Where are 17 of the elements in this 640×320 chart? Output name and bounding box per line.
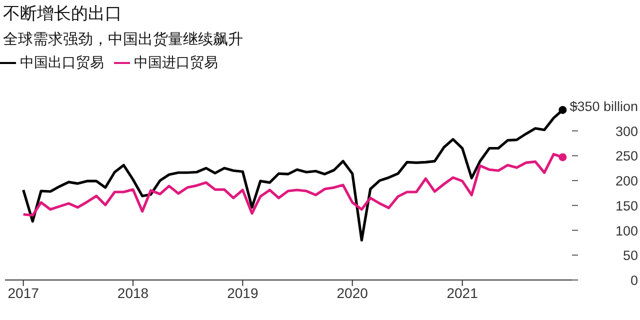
chart-title: 不断增长的出口 (3, 3, 122, 25)
chart-subtitle: 全球需求强劲，中国出货量继续飙升 (3, 30, 243, 49)
x-tick-label: 2019 (227, 284, 258, 301)
legend-label: 中国出口贸易 (20, 54, 104, 70)
y-tick-label: 0 (630, 273, 638, 288)
y-tick-label: 200 (615, 174, 638, 189)
x-tick-label: 2018 (117, 284, 149, 301)
y-tick-label: 50 (622, 248, 638, 264)
y-tick-label: 300 (615, 124, 638, 139)
legend-label: 中国进口贸易 (134, 54, 218, 70)
y-tick-label: 150 (615, 198, 638, 214)
x-tick-label: 2020 (336, 284, 368, 301)
y-tick-label: 250 (615, 148, 638, 164)
x-tick-label: 2021 (446, 284, 478, 301)
y-tick-label: $350 billion (570, 99, 638, 114)
x-tick-label: 2017 (8, 284, 40, 301)
y-tick-label: 100 (615, 223, 638, 238)
